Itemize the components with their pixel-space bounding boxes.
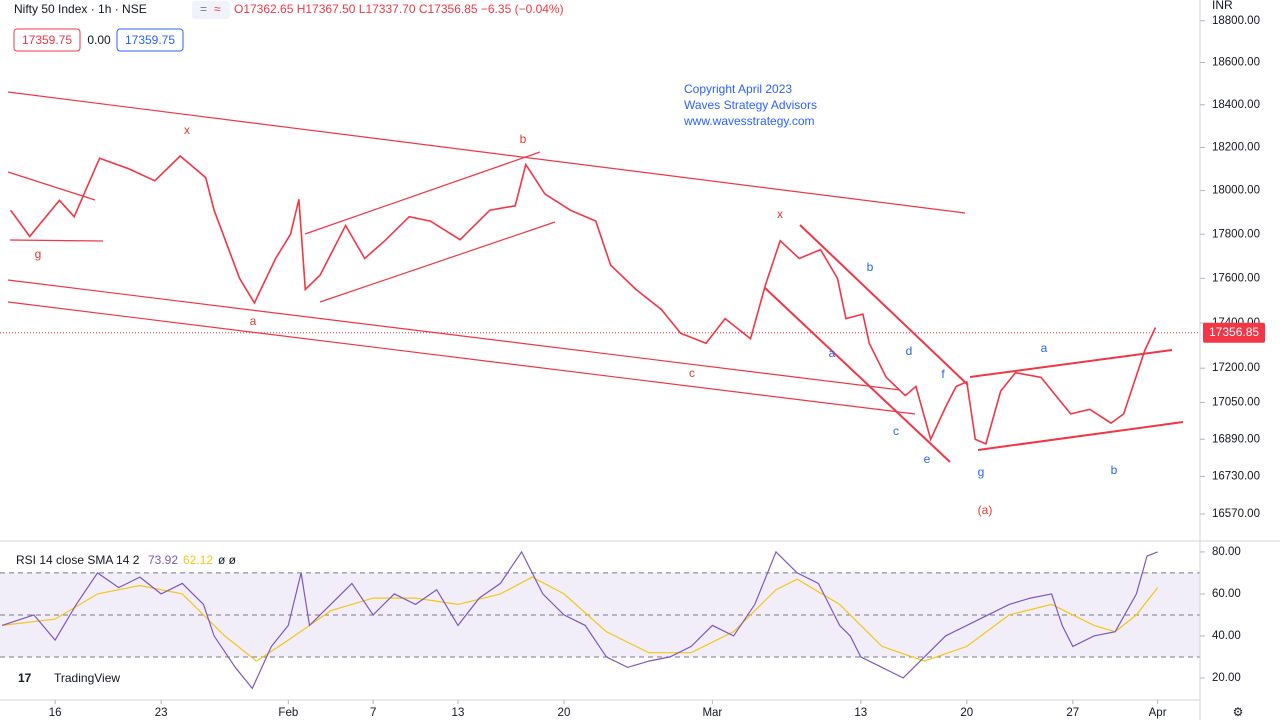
trend-line (7, 301, 916, 415)
spread: 0.00 (87, 33, 111, 47)
x-tick-label: 20 (960, 707, 973, 719)
y-tick-label: 80.00 (1212, 546, 1241, 558)
price-line (2, 576, 1159, 662)
x-tick-label: Feb (278, 707, 298, 719)
sell-price: 17359.75 (22, 33, 72, 47)
y-tick-label: 60.00 (1212, 588, 1241, 600)
wave-label: c (689, 366, 695, 380)
wave-label: g (35, 247, 42, 261)
x-tick-label: 13 (452, 707, 465, 719)
buy-price: 17359.75 (125, 33, 175, 47)
y-tick-label: 16890.00 (1212, 433, 1260, 445)
y-tick-label: 16730.00 (1212, 470, 1260, 482)
y-tick-label: 40.00 (1212, 630, 1241, 642)
trend-line (799, 224, 969, 386)
wave-label: b (1111, 463, 1118, 477)
rsi-value: 73.92 (148, 553, 178, 567)
trend-line (7, 91, 966, 214)
wave-label: a (829, 346, 836, 360)
logo-mark: 17 (18, 671, 32, 685)
y-tick-label: 20.00 (1212, 672, 1241, 684)
rsi-title: RSI 14 close SMA 14 2 (16, 553, 140, 567)
copyright: Waves Strategy Advisors (684, 98, 817, 112)
rsi-extra: ø ø (218, 553, 237, 567)
trend-line (304, 151, 541, 235)
trend-line (969, 349, 1173, 378)
wave-label: b (867, 260, 874, 274)
rsi-value: 62.12 (183, 553, 213, 567)
front-layer: 18800.00 18600.00 18400.00 18200.00 18000.00… (35, 15, 1265, 719)
y-tick-label: 17800.00 (1212, 228, 1260, 240)
wave-label: (a) (978, 503, 993, 517)
settings-icon[interactable]: ⚙ (1233, 705, 1244, 719)
x-tick-label: 16 (49, 707, 62, 719)
x-tick-label: 23 (155, 707, 168, 719)
y-tick-label: 18600.00 (1212, 57, 1260, 69)
icon: ≈ (214, 2, 221, 16)
trend-line (7, 171, 96, 201)
y-tick-label: 17600.00 (1212, 272, 1260, 284)
y-tick-label: 18000.00 (1212, 185, 1260, 197)
logo: TradingView (54, 671, 120, 685)
x-tick-label: Mar (702, 707, 722, 719)
button[interactable] (192, 1, 230, 19)
price-line (1, 550, 1158, 690)
x-tick-label: 13 (854, 707, 867, 719)
y-tick-label: 17050.00 (1212, 396, 1260, 408)
wave-label: e (924, 452, 931, 466)
copyright: Copyright April 2023 (684, 82, 792, 96)
x-tick-label: 7 (370, 707, 376, 719)
last-price-label: 17356.85 (1209, 325, 1259, 339)
trend-line (977, 421, 1184, 451)
trend-lines (7, 91, 1184, 463)
buy-button[interactable] (116, 28, 184, 52)
wave-label: a (250, 314, 257, 328)
wave-label: g (978, 465, 985, 479)
y-tick-label: 18800.00 (1212, 15, 1260, 27)
currency: INR (1212, 0, 1233, 12)
last-price-badge (1203, 322, 1265, 343)
y-tick-label: 18400.00 (1212, 99, 1260, 111)
wave-label: f (941, 367, 945, 381)
y-tick-label: 18200.00 (1212, 141, 1260, 153)
ohlc: O17362.65 H17367.50 L17337.70 C17356.85 … (234, 2, 564, 16)
y-tick-label: 17200.00 (1212, 362, 1260, 374)
trend-line (319, 221, 556, 303)
trend-line (7, 279, 901, 391)
trend-line (9, 239, 104, 242)
symbol: Nifty 50 Index · 1h · NSE (14, 2, 147, 16)
wave-label: x (184, 123, 190, 137)
wave-label: b (520, 132, 527, 146)
wave-label: c (893, 424, 899, 438)
y-tick-label: 16570.00 (1212, 508, 1260, 520)
wave-label: d (906, 344, 913, 358)
wave-label: x (777, 207, 783, 221)
trend-line (764, 287, 951, 463)
price-line (9, 154, 1157, 445)
back-layer (0, 154, 1200, 690)
copyright: www.wavesstrategy.com (683, 114, 814, 128)
x-tick-label: 27 (1066, 707, 1079, 719)
x-tick-label: 20 (558, 707, 571, 719)
sell-button[interactable] (13, 28, 81, 52)
x-tick-label: Apr (1149, 707, 1167, 719)
icon: = (200, 2, 207, 16)
wave-label: a (1041, 341, 1048, 355)
